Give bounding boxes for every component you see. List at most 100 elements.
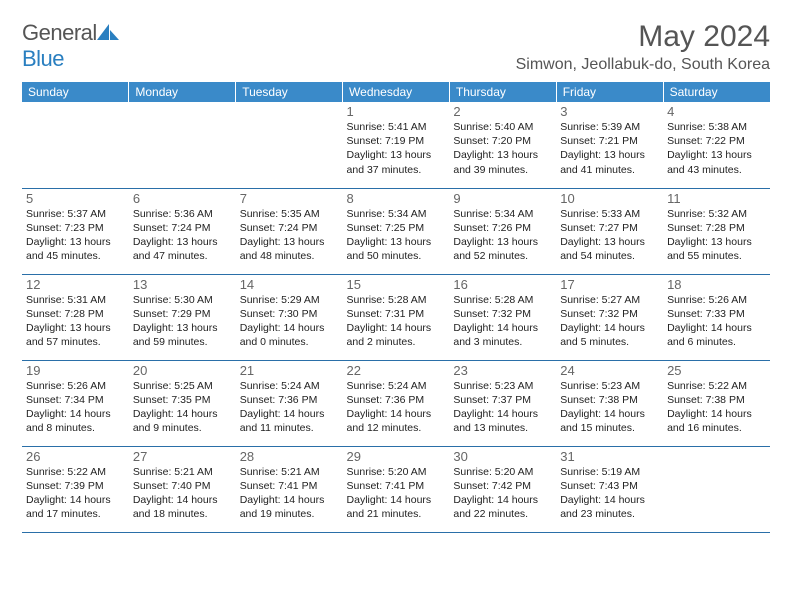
- day-number: 10: [560, 191, 659, 206]
- calendar-cell: [236, 102, 343, 188]
- calendar-cell: 4Sunrise: 5:38 AMSunset: 7:22 PMDaylight…: [663, 102, 770, 188]
- calendar-table: SundayMondayTuesdayWednesdayThursdayFrid…: [22, 82, 770, 533]
- day-info: Sunrise: 5:23 AMSunset: 7:37 PMDaylight:…: [453, 379, 552, 436]
- day-number: 4: [667, 104, 766, 119]
- day-info: Sunrise: 5:23 AMSunset: 7:38 PMDaylight:…: [560, 379, 659, 436]
- day-number: 30: [453, 449, 552, 464]
- calendar-cell: 2Sunrise: 5:40 AMSunset: 7:20 PMDaylight…: [449, 102, 556, 188]
- calendar-cell: 1Sunrise: 5:41 AMSunset: 7:19 PMDaylight…: [343, 102, 450, 188]
- day-number: 22: [347, 363, 446, 378]
- day-info: Sunrise: 5:29 AMSunset: 7:30 PMDaylight:…: [240, 293, 339, 350]
- day-info: Sunrise: 5:21 AMSunset: 7:40 PMDaylight:…: [133, 465, 232, 522]
- day-number: 17: [560, 277, 659, 292]
- calendar-cell: 13Sunrise: 5:30 AMSunset: 7:29 PMDayligh…: [129, 274, 236, 360]
- day-info: Sunrise: 5:30 AMSunset: 7:29 PMDaylight:…: [133, 293, 232, 350]
- calendar-cell: 24Sunrise: 5:23 AMSunset: 7:38 PMDayligh…: [556, 360, 663, 446]
- day-number: 24: [560, 363, 659, 378]
- calendar-cell: 15Sunrise: 5:28 AMSunset: 7:31 PMDayligh…: [343, 274, 450, 360]
- day-info: Sunrise: 5:24 AMSunset: 7:36 PMDaylight:…: [347, 379, 446, 436]
- day-info: Sunrise: 5:26 AMSunset: 7:33 PMDaylight:…: [667, 293, 766, 350]
- day-number: 6: [133, 191, 232, 206]
- calendar-cell: 27Sunrise: 5:21 AMSunset: 7:40 PMDayligh…: [129, 446, 236, 532]
- day-info: Sunrise: 5:19 AMSunset: 7:43 PMDaylight:…: [560, 465, 659, 522]
- day-number: 12: [26, 277, 125, 292]
- day-info: Sunrise: 5:26 AMSunset: 7:34 PMDaylight:…: [26, 379, 125, 436]
- calendar-cell: 8Sunrise: 5:34 AMSunset: 7:25 PMDaylight…: [343, 188, 450, 274]
- day-info: Sunrise: 5:36 AMSunset: 7:24 PMDaylight:…: [133, 207, 232, 264]
- day-number: 20: [133, 363, 232, 378]
- day-info: Sunrise: 5:25 AMSunset: 7:35 PMDaylight:…: [133, 379, 232, 436]
- calendar-cell: 26Sunrise: 5:22 AMSunset: 7:39 PMDayligh…: [22, 446, 129, 532]
- day-info: Sunrise: 5:39 AMSunset: 7:21 PMDaylight:…: [560, 120, 659, 177]
- day-info: Sunrise: 5:31 AMSunset: 7:28 PMDaylight:…: [26, 293, 125, 350]
- weekday-header: Monday: [129, 82, 236, 102]
- weekday-header: Wednesday: [343, 82, 450, 102]
- calendar-cell: 30Sunrise: 5:20 AMSunset: 7:42 PMDayligh…: [449, 446, 556, 532]
- calendar-cell: 29Sunrise: 5:20 AMSunset: 7:41 PMDayligh…: [343, 446, 450, 532]
- day-info: Sunrise: 5:21 AMSunset: 7:41 PMDaylight:…: [240, 465, 339, 522]
- calendar-cell: 22Sunrise: 5:24 AMSunset: 7:36 PMDayligh…: [343, 360, 450, 446]
- calendar-cell: 14Sunrise: 5:29 AMSunset: 7:30 PMDayligh…: [236, 274, 343, 360]
- day-number: 25: [667, 363, 766, 378]
- weekday-header: Friday: [556, 82, 663, 102]
- weekday-row: SundayMondayTuesdayWednesdayThursdayFrid…: [22, 82, 770, 102]
- day-number: 27: [133, 449, 232, 464]
- calendar-cell: 31Sunrise: 5:19 AMSunset: 7:43 PMDayligh…: [556, 446, 663, 532]
- calendar-cell: 19Sunrise: 5:26 AMSunset: 7:34 PMDayligh…: [22, 360, 129, 446]
- day-info: Sunrise: 5:22 AMSunset: 7:38 PMDaylight:…: [667, 379, 766, 436]
- weekday-header: Thursday: [449, 82, 556, 102]
- day-info: Sunrise: 5:35 AMSunset: 7:24 PMDaylight:…: [240, 207, 339, 264]
- day-info: Sunrise: 5:20 AMSunset: 7:42 PMDaylight:…: [453, 465, 552, 522]
- logo: GeneralBlue: [22, 20, 119, 72]
- day-number: 21: [240, 363, 339, 378]
- day-number: 31: [560, 449, 659, 464]
- day-number: 9: [453, 191, 552, 206]
- day-number: 8: [347, 191, 446, 206]
- day-number: 26: [26, 449, 125, 464]
- logo-text: GeneralBlue: [22, 20, 119, 72]
- calendar-cell: [22, 102, 129, 188]
- day-info: Sunrise: 5:27 AMSunset: 7:32 PMDaylight:…: [560, 293, 659, 350]
- calendar-cell: 18Sunrise: 5:26 AMSunset: 7:33 PMDayligh…: [663, 274, 770, 360]
- day-number: 18: [667, 277, 766, 292]
- calendar-week: 19Sunrise: 5:26 AMSunset: 7:34 PMDayligh…: [22, 360, 770, 446]
- calendar-week: 5Sunrise: 5:37 AMSunset: 7:23 PMDaylight…: [22, 188, 770, 274]
- day-info: Sunrise: 5:33 AMSunset: 7:27 PMDaylight:…: [560, 207, 659, 264]
- day-number: 14: [240, 277, 339, 292]
- day-info: Sunrise: 5:37 AMSunset: 7:23 PMDaylight:…: [26, 207, 125, 264]
- logo-part1: General: [22, 20, 97, 45]
- day-info: Sunrise: 5:28 AMSunset: 7:32 PMDaylight:…: [453, 293, 552, 350]
- calendar-cell: [129, 102, 236, 188]
- calendar-cell: 16Sunrise: 5:28 AMSunset: 7:32 PMDayligh…: [449, 274, 556, 360]
- calendar-cell: 5Sunrise: 5:37 AMSunset: 7:23 PMDaylight…: [22, 188, 129, 274]
- calendar-cell: 9Sunrise: 5:34 AMSunset: 7:26 PMDaylight…: [449, 188, 556, 274]
- day-number: 19: [26, 363, 125, 378]
- calendar-cell: 12Sunrise: 5:31 AMSunset: 7:28 PMDayligh…: [22, 274, 129, 360]
- calendar-head: SundayMondayTuesdayWednesdayThursdayFrid…: [22, 82, 770, 102]
- calendar-cell: 21Sunrise: 5:24 AMSunset: 7:36 PMDayligh…: [236, 360, 343, 446]
- day-number: 1: [347, 104, 446, 119]
- day-info: Sunrise: 5:28 AMSunset: 7:31 PMDaylight:…: [347, 293, 446, 350]
- day-info: Sunrise: 5:22 AMSunset: 7:39 PMDaylight:…: [26, 465, 125, 522]
- month-title: May 2024: [516, 20, 770, 54]
- calendar-cell: 28Sunrise: 5:21 AMSunset: 7:41 PMDayligh…: [236, 446, 343, 532]
- day-number: 13: [133, 277, 232, 292]
- logo-part2: Blue: [22, 46, 64, 71]
- day-number: 11: [667, 191, 766, 206]
- calendar-cell: 17Sunrise: 5:27 AMSunset: 7:32 PMDayligh…: [556, 274, 663, 360]
- day-number: 7: [240, 191, 339, 206]
- weekday-header: Saturday: [663, 82, 770, 102]
- calendar-cell: 25Sunrise: 5:22 AMSunset: 7:38 PMDayligh…: [663, 360, 770, 446]
- calendar-cell: 10Sunrise: 5:33 AMSunset: 7:27 PMDayligh…: [556, 188, 663, 274]
- day-info: Sunrise: 5:34 AMSunset: 7:26 PMDaylight:…: [453, 207, 552, 264]
- day-info: Sunrise: 5:34 AMSunset: 7:25 PMDaylight:…: [347, 207, 446, 264]
- day-info: Sunrise: 5:32 AMSunset: 7:28 PMDaylight:…: [667, 207, 766, 264]
- calendar-cell: 11Sunrise: 5:32 AMSunset: 7:28 PMDayligh…: [663, 188, 770, 274]
- calendar-cell: 20Sunrise: 5:25 AMSunset: 7:35 PMDayligh…: [129, 360, 236, 446]
- calendar-body: 1Sunrise: 5:41 AMSunset: 7:19 PMDaylight…: [22, 102, 770, 532]
- day-info: Sunrise: 5:24 AMSunset: 7:36 PMDaylight:…: [240, 379, 339, 436]
- day-number: 28: [240, 449, 339, 464]
- title-block: May 2024 Simwon, Jeollabuk-do, South Kor…: [516, 20, 770, 74]
- location: Simwon, Jeollabuk-do, South Korea: [516, 56, 770, 74]
- day-info: Sunrise: 5:20 AMSunset: 7:41 PMDaylight:…: [347, 465, 446, 522]
